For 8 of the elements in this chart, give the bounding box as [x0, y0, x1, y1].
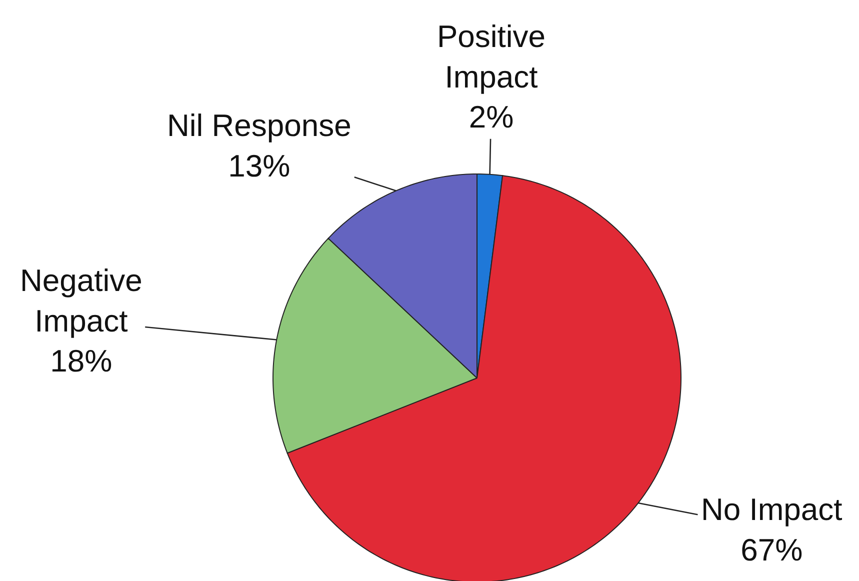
data-label: 67% [740, 532, 803, 568]
data-label: 13% [228, 148, 290, 184]
slice-label: Positive Impact [437, 19, 546, 94]
slice-label: No Impact [701, 492, 843, 527]
data-label: 2% [468, 100, 514, 135]
slice-label: Nil Response [167, 108, 352, 143]
data-label: 18% [50, 344, 112, 379]
slice-label: Negative Impact [20, 263, 142, 338]
